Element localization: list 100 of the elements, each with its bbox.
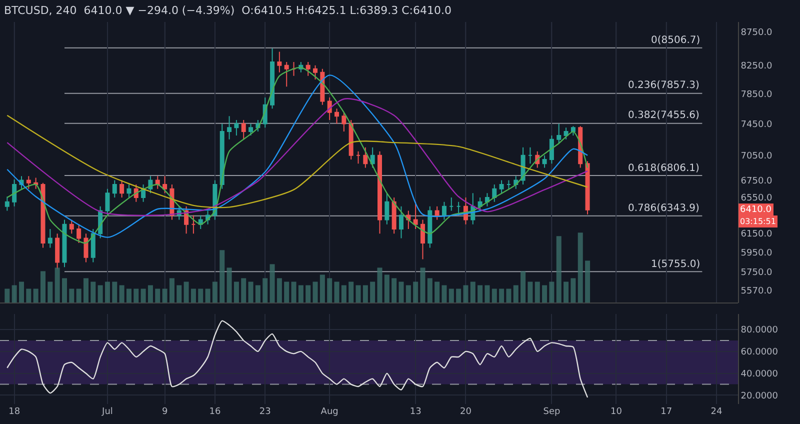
y-tick-label: 7850.0 <box>740 90 773 100</box>
bar <box>26 288 32 303</box>
bar <box>392 278 397 303</box>
candlestick <box>564 127 568 140</box>
bar <box>62 278 67 303</box>
candlestick <box>84 233 88 263</box>
bar <box>564 282 569 303</box>
bar <box>12 285 17 303</box>
bar <box>18 282 24 303</box>
bar <box>155 288 160 303</box>
line-series <box>6 114 588 208</box>
bar <box>40 271 46 303</box>
x-tick-label: Sep <box>543 407 560 417</box>
bar <box>112 282 118 303</box>
candlestick <box>549 134 554 164</box>
y-tick-label: 8750.0 <box>740 28 773 38</box>
line-series <box>6 98 588 216</box>
bar <box>442 285 447 303</box>
x-tick-label: 18 <box>8 407 20 417</box>
bar <box>542 285 548 303</box>
text: 03:15:51 <box>740 217 776 226</box>
candlestick <box>528 146 532 164</box>
bar <box>413 282 418 303</box>
ref-line-label: 0.236(7857.3) <box>628 80 700 91</box>
candlestick <box>356 150 361 164</box>
bar <box>4 288 10 303</box>
x-tick-label: 13 <box>410 407 422 417</box>
bar <box>262 278 268 303</box>
candlestick <box>514 176 518 190</box>
bar <box>148 285 153 303</box>
annotation: 6410.0 <box>740 205 772 215</box>
bar <box>585 260 590 303</box>
bar <box>291 282 296 303</box>
bar <box>134 288 139 303</box>
bar <box>126 288 132 303</box>
candlestick <box>413 201 418 230</box>
line-series <box>6 320 588 398</box>
candlestick <box>155 176 160 190</box>
candlestick <box>306 61 310 76</box>
candlestick <box>69 219 74 234</box>
bar <box>499 288 504 303</box>
candlestick <box>499 180 504 194</box>
bar <box>420 268 426 303</box>
bar <box>83 278 88 303</box>
candlestick <box>76 224 82 244</box>
candlestick <box>90 228 96 263</box>
y-tick-label: 80.0000 <box>740 326 778 336</box>
x-tick-label: 17 <box>660 407 672 417</box>
candlestick <box>12 178 17 207</box>
bar <box>119 285 124 303</box>
candlestick <box>398 206 404 239</box>
candlestick <box>120 180 124 198</box>
candlestick <box>442 201 446 220</box>
bar <box>334 282 340 303</box>
y-tick-label: 6750.0 <box>740 176 773 186</box>
bar <box>198 288 204 303</box>
bar <box>312 282 318 303</box>
candlestick <box>112 180 117 198</box>
bar <box>463 285 468 303</box>
bar <box>184 282 189 303</box>
x-tick-label: 10 <box>610 407 622 417</box>
candlestick <box>428 206 432 248</box>
bar <box>570 278 576 303</box>
bar <box>362 285 368 303</box>
candlestick <box>556 123 562 144</box>
bar <box>54 268 60 303</box>
candlestick <box>284 61 289 88</box>
candlestick <box>492 184 497 202</box>
y-tick-label: 60.0000 <box>740 348 778 358</box>
bar <box>556 236 562 303</box>
candlestick <box>126 184 132 198</box>
bar <box>427 278 432 303</box>
bar <box>384 274 390 303</box>
candlestick <box>34 177 38 190</box>
y-tick-label: 5570.0 <box>740 286 773 296</box>
bar <box>212 282 218 303</box>
candlestick <box>320 68 325 106</box>
ref-line-label: 1(5755.0) <box>651 259 700 270</box>
x-tick-label: Jul <box>101 407 113 417</box>
bar <box>104 282 110 303</box>
bar <box>513 285 518 303</box>
y-tick-label: 5950.0 <box>740 248 773 259</box>
candlestick <box>334 108 340 124</box>
bar <box>241 278 246 303</box>
candlestick <box>456 201 461 216</box>
bar <box>162 288 168 303</box>
bar <box>48 282 53 303</box>
y-tick-label: 7050.0 <box>740 152 773 162</box>
bar <box>69 288 74 303</box>
candlestick <box>420 219 425 260</box>
bar <box>234 282 239 303</box>
bar <box>478 285 483 303</box>
bar <box>33 288 38 303</box>
candlestick <box>62 219 67 268</box>
bar <box>248 282 254 303</box>
bar <box>169 278 174 303</box>
y-tick-label: 40.0000 <box>740 370 778 380</box>
candlestick <box>248 123 254 136</box>
bar <box>306 285 311 303</box>
bar <box>434 282 440 303</box>
